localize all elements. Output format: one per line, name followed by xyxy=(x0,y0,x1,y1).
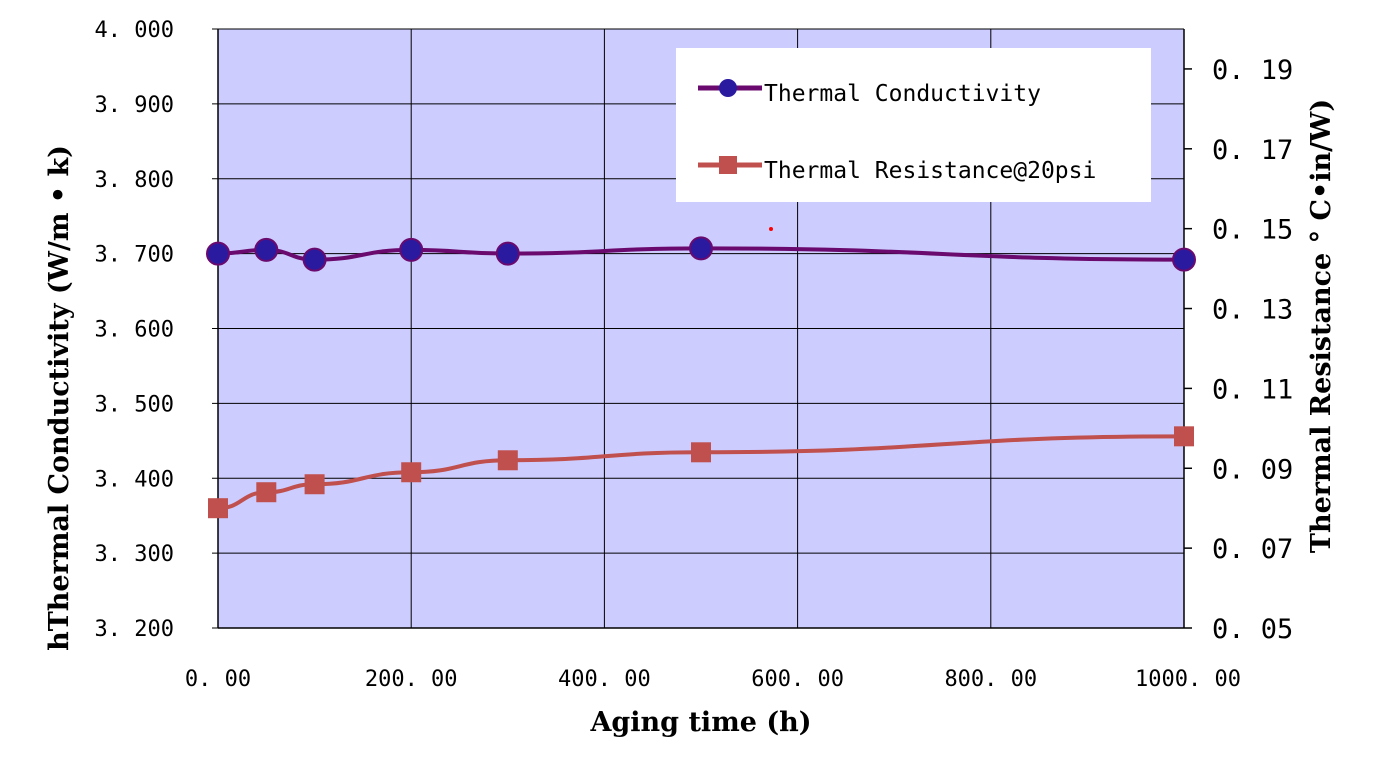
y-left-tick-label: 3. 200 xyxy=(95,617,174,642)
legend-label-resistance: Thermal Resistance@20psi xyxy=(764,158,1096,184)
y-left-tick-label: 3. 300 xyxy=(95,542,174,567)
data-point-1 xyxy=(691,442,711,463)
legend-marker-resistance xyxy=(719,156,737,174)
data-point-0 xyxy=(689,236,713,261)
data-point-0 xyxy=(206,241,230,266)
legend-marker-conductivity xyxy=(719,79,737,97)
y-left-tick-label: 3. 800 xyxy=(95,168,174,193)
x-tick-label: 1000. 00 xyxy=(1135,667,1241,692)
data-point-0 xyxy=(1172,247,1196,272)
y-right-tick-label: 0. 13 xyxy=(1212,295,1293,326)
data-point-0 xyxy=(399,237,424,262)
data-point-1 xyxy=(401,462,422,483)
y-left-tick-label: 3. 400 xyxy=(95,467,174,492)
data-point-0 xyxy=(495,241,520,266)
y-left-tick-label: 3. 700 xyxy=(95,243,174,268)
data-point-1 xyxy=(208,498,228,519)
y-right-tick-label: 0. 15 xyxy=(1212,215,1293,246)
x-tick-label: 200. 00 xyxy=(365,667,458,692)
data-point-1 xyxy=(256,482,277,503)
x-tick-label: 400. 00 xyxy=(558,667,651,692)
x-tick-label: 0. 00 xyxy=(185,667,251,692)
y-right-tick-label: 0. 19 xyxy=(1212,55,1293,86)
y-right-tick-label: 0. 07 xyxy=(1212,534,1293,565)
x-tick-label: 800. 00 xyxy=(944,667,1037,692)
legend-box xyxy=(676,48,1151,202)
data-point-0 xyxy=(302,247,327,272)
y-left-tick-label: 4. 000 xyxy=(95,18,174,43)
series-layer xyxy=(206,236,1196,519)
y-right-tick-label: 0. 11 xyxy=(1212,374,1293,405)
y-left-tick-label: 3. 500 xyxy=(95,392,174,417)
legend-label-conductivity: Thermal Conductivity xyxy=(764,81,1041,107)
y-left-tick-label: 3. 900 xyxy=(95,93,174,118)
x-tick-label: 600. 00 xyxy=(751,667,844,692)
data-point-0 xyxy=(254,237,279,262)
stray-red-dot xyxy=(769,227,773,231)
y-right-tick-label: 0. 17 xyxy=(1212,135,1293,166)
axes: 0. 00 200. 00 400. 00 600. 00 800. 00 1000. 0… xyxy=(95,18,1294,692)
y-left-tick-label: 3. 600 xyxy=(95,318,174,343)
series-line-0 xyxy=(217,246,1185,262)
x-axis-title: Aging time (h) xyxy=(589,707,811,738)
data-point-1 xyxy=(1174,426,1194,447)
data-point-1 xyxy=(304,474,325,495)
y-right-tick-label: 0. 05 xyxy=(1212,614,1293,645)
y-left-axis-title: hThermal Conductivity (W/m • k) xyxy=(44,145,75,651)
legend: Thermal Conductivity Thermal Resistance@… xyxy=(676,48,1151,202)
y-right-axis-title: Thermal Resistance ° C•in/W) xyxy=(1306,99,1337,553)
data-point-1 xyxy=(497,450,518,471)
series-line-1 xyxy=(217,434,1185,511)
y-right-tick-label: 0. 09 xyxy=(1212,454,1293,485)
